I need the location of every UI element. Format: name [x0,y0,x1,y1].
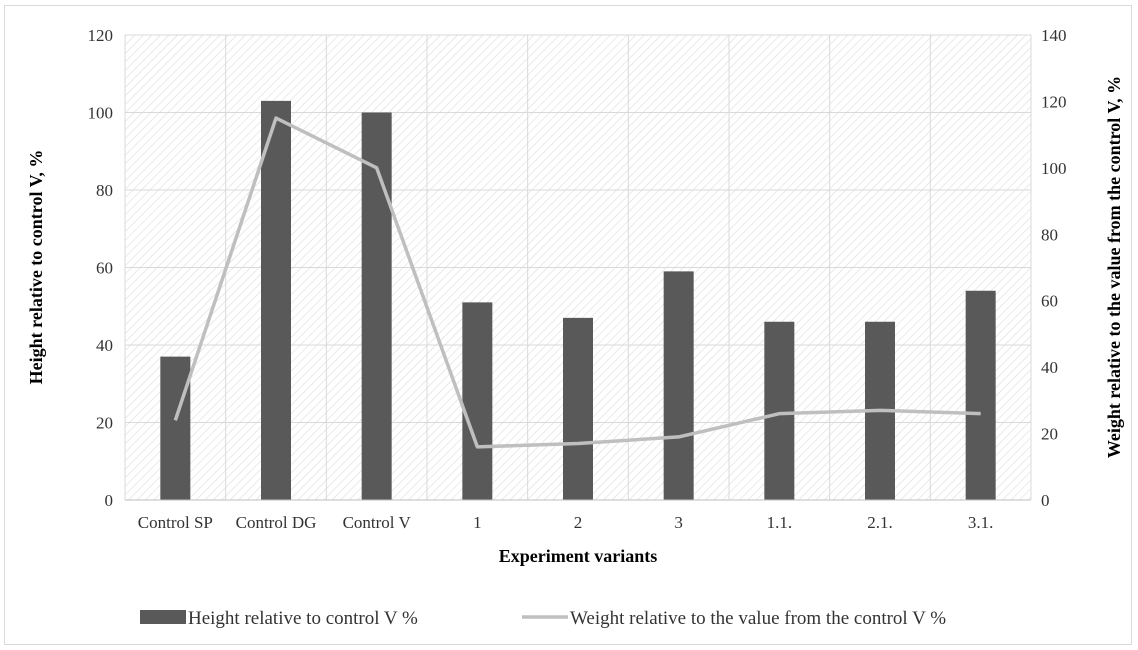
y2-axis-ticks: 0 20 40 60 80 100 120 140 [1041,26,1067,510]
x-tick-label: 2 [574,513,583,532]
legend-label-height: Height relative to control V % [188,608,418,629]
x-tick-label: Control V [343,513,412,532]
y2-axis-title: Weight relative to the value from the co… [1104,76,1124,458]
y-axis-title: Height relative to control V, % [26,150,46,385]
chart-frame [4,5,1132,645]
legend-bar-marker [140,610,186,624]
y-axis-ticks: 0 20 40 60 80 100 120 [88,26,114,510]
x-tick-label: 2.1. [867,513,893,532]
bar [261,100,291,500]
x-tick-label: Control DG [236,513,317,532]
weight-line [173,116,981,449]
y2-tick-label: 20 [1041,425,1058,444]
bar [764,321,795,500]
y2-tick-label: 40 [1041,358,1058,377]
y-tick-label: 100 [88,104,114,123]
x-axis-ticks: Control SP Control DG Control V 1 2 3 1.1. 2.1.… [138,513,994,532]
legend: Height relative to control V % Weight re… [140,608,946,629]
y2-tick-label: 100 [1041,159,1067,178]
y2-tick-label: 140 [1041,26,1067,45]
bar [965,290,996,500]
y2-tick-label: 80 [1041,225,1058,244]
x-tick-label: 1.1. [767,513,793,532]
y2-tick-label: 60 [1041,292,1058,311]
bar [563,317,593,500]
y-tick-label: 0 [105,491,114,510]
bar [663,271,694,500]
y2-tick-label: 0 [1041,491,1050,510]
y-tick-label: 20 [96,414,113,433]
y-tick-label: 80 [96,181,113,200]
legend-label-weight: Weight relative to the value from the co… [570,608,946,629]
y2-tick-label: 120 [1041,92,1067,111]
x-tick-label: Control SP [138,513,213,532]
y-tick-label: 40 [96,336,113,355]
x-tick-label: 1 [473,513,482,532]
y-tick-label: 120 [88,26,114,45]
x-axis-title: Experiment variants [499,546,657,566]
bar [160,356,191,500]
line-series [173,116,981,449]
x-tick-label: 3 [674,513,683,532]
bar [462,302,493,500]
bar [361,112,392,500]
y-tick-label: 60 [96,259,113,278]
x-tick-label: 3.1. [968,513,994,532]
